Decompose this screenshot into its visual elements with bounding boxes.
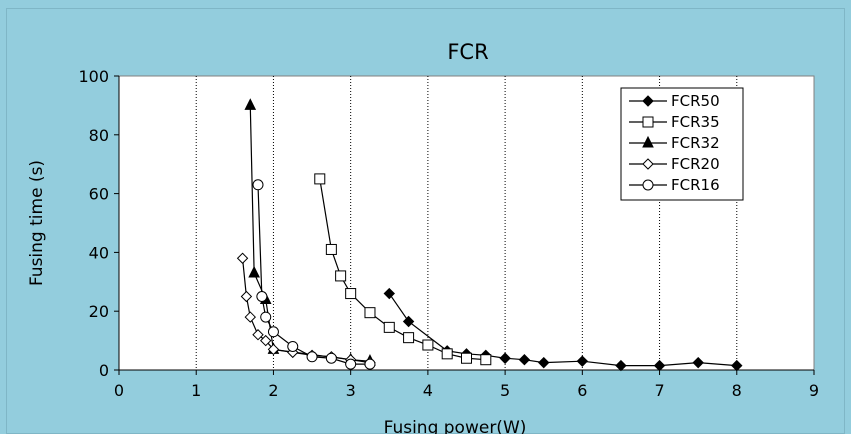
data-point-fcr50 <box>731 359 743 372</box>
data-point-fcr16 <box>256 291 268 302</box>
y-tick-label: 80 <box>89 126 109 145</box>
legend-marker <box>642 179 654 191</box>
x-tick-label: 0 <box>114 381 124 400</box>
data-point-fcr20 <box>240 290 253 303</box>
data-point-fcr35 <box>480 354 492 366</box>
data-point-fcr50 <box>402 315 415 328</box>
data-point-fcr20 <box>244 311 256 323</box>
series-fcr16 <box>252 179 376 370</box>
data-point-fcr50 <box>653 359 666 372</box>
data-point-fcr16 <box>306 351 318 363</box>
data-point-fcr16 <box>260 311 272 323</box>
data-point-fcr16 <box>345 358 357 370</box>
series-layer <box>236 98 743 372</box>
data-point-fcr20 <box>252 329 264 341</box>
x-tick-label: 9 <box>809 381 819 400</box>
legend-marker <box>642 135 654 148</box>
data-point-fcr50 <box>615 359 627 372</box>
legend-marker <box>642 116 654 128</box>
legend-marker <box>642 158 654 170</box>
legend-label: FCR50 <box>671 92 720 110</box>
x-tick-label: 6 <box>577 381 587 400</box>
legend-label: FCR20 <box>671 155 720 173</box>
data-point-fcr50 <box>518 354 531 366</box>
legend-item-fcr20: FCR20 <box>629 155 720 173</box>
x-tick-label: 8 <box>732 381 742 400</box>
y-tick-label: 0 <box>99 361 109 380</box>
legend-item-fcr35: FCR35 <box>629 113 720 131</box>
data-point-fcr35 <box>422 339 434 351</box>
x-tick-label: 5 <box>500 381 510 400</box>
series-fcr35 <box>314 173 492 366</box>
legend-label: FCR16 <box>671 176 720 194</box>
data-point-fcr16 <box>252 179 264 191</box>
legend-label: FCR35 <box>671 113 720 131</box>
legend-box <box>620 87 744 201</box>
x-tick-label: 1 <box>191 381 201 400</box>
legend: FCR50 FCR35 FCR32 FCR20 FCR16 <box>620 87 744 201</box>
y-tick-label: 60 <box>89 185 109 204</box>
data-point-fcr35 <box>325 243 337 255</box>
legend-item-fcr50: FCR50 <box>629 92 720 110</box>
data-point-fcr16 <box>364 358 376 370</box>
legend-item-fcr16: FCR16 <box>629 176 720 194</box>
y-axis-label: Fusing time (s) <box>27 160 47 286</box>
data-point-fcr16 <box>287 340 299 352</box>
legend-item-fcr32: FCR32 <box>629 134 720 152</box>
data-point-fcr50 <box>499 352 511 364</box>
data-point-fcr20 <box>267 343 280 356</box>
data-point-fcr20 <box>236 252 249 264</box>
data-point-fcr35 <box>314 173 326 185</box>
x-tick-label: 7 <box>654 381 664 400</box>
data-point-fcr35 <box>383 321 395 333</box>
x-tick-label: 4 <box>423 381 433 400</box>
legend-marker <box>642 95 654 107</box>
legend-label: FCR32 <box>671 134 720 152</box>
y-tick-label: 40 <box>89 243 109 262</box>
data-point-fcr35 <box>441 348 453 360</box>
data-point-fcr50 <box>576 355 589 367</box>
data-point-fcr16 <box>267 326 279 338</box>
y-tick-label: 100 <box>78 67 109 86</box>
data-point-fcr32 <box>248 265 260 278</box>
data-point-fcr35 <box>335 270 347 282</box>
data-point-fcr32 <box>244 98 257 110</box>
data-point-fcr50 <box>383 287 395 300</box>
chart-title: FCR <box>447 40 488 64</box>
data-point-fcr35 <box>345 288 357 300</box>
data-point-fcr16 <box>325 352 337 364</box>
x-tick-label: 2 <box>268 381 278 400</box>
x-axis-label: Fusing power(W) <box>384 418 527 434</box>
y-tick-label: 20 <box>89 302 109 321</box>
axes: 0 1 2 3 4 5 6 7 8 9 0 20 40 60 80 100 <box>78 67 819 400</box>
data-point-fcr35 <box>364 307 376 319</box>
data-point-fcr35 <box>461 352 472 364</box>
x-tick-label: 3 <box>346 381 356 400</box>
data-point-fcr50 <box>692 356 704 369</box>
data-point-fcr50 <box>538 356 550 369</box>
data-point-fcr20 <box>260 334 272 347</box>
data-point-fcr35 <box>403 332 415 344</box>
